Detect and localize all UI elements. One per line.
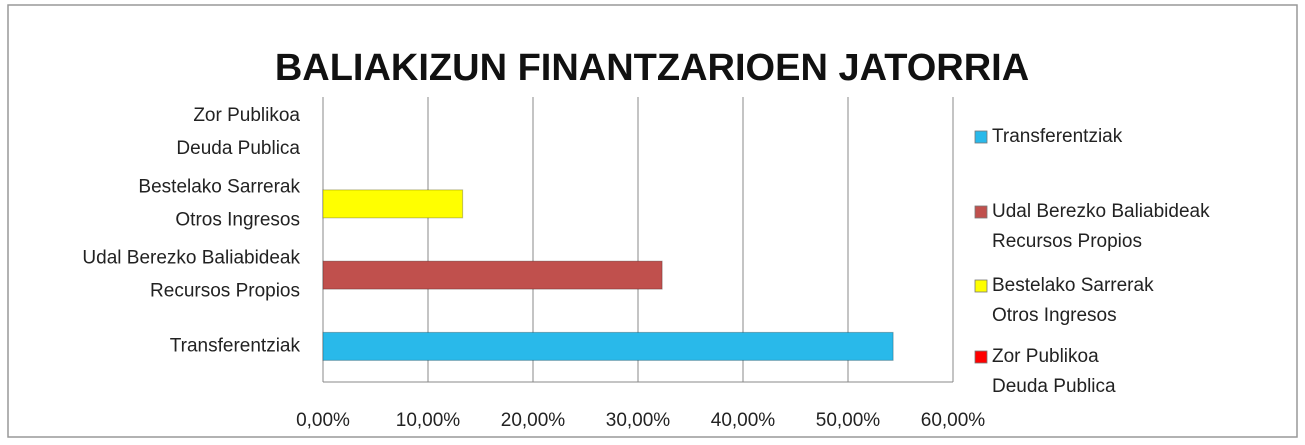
x-tick-label: 40,00% (711, 410, 776, 431)
bar (322, 189, 464, 219)
bar (322, 331, 894, 361)
bar (322, 260, 663, 290)
y-tick-label: Zor Publikoa (193, 105, 300, 126)
x-tick-label: 0,00% (296, 410, 350, 431)
y-tick-label: Otros Ingresos (175, 209, 300, 230)
legend-label: Zor Publikoa (992, 346, 1099, 367)
y-tick-label: Recursos Propios (150, 281, 300, 302)
x-tick-label: 60,00% (921, 410, 986, 431)
legend-swatch (974, 350, 988, 364)
legend-label: Udal Berezko Baliabideak (992, 201, 1210, 222)
y-tick-label: Udal Berezko Baliabideak (82, 248, 300, 269)
y-tick-label: Bestelako Sarrerak (138, 176, 300, 197)
chart-border (7, 4, 1298, 438)
legend-label: Deuda Publica (992, 376, 1116, 397)
legend-label: Bestelako Sarrerak (992, 275, 1154, 296)
legend-swatch (974, 205, 988, 219)
x-tick-label: 50,00% (816, 410, 881, 431)
legend-label: Transferentziak (992, 126, 1123, 147)
x-tick-label: 10,00% (396, 410, 461, 431)
x-tick-label: 30,00% (606, 410, 671, 431)
y-tick-label: Deuda Publica (176, 138, 300, 159)
legend-label: Otros Ingresos (992, 305, 1117, 326)
legend-label: Recursos Propios (992, 231, 1142, 252)
y-tick-label: Transferentziak (170, 335, 301, 356)
legend-swatch (974, 130, 988, 144)
x-tick-label: 20,00% (501, 410, 566, 431)
legend-swatch (974, 279, 988, 293)
chart-title: BALIAKIZUN FINANTZARIOEN JATORRIA (275, 47, 1029, 89)
